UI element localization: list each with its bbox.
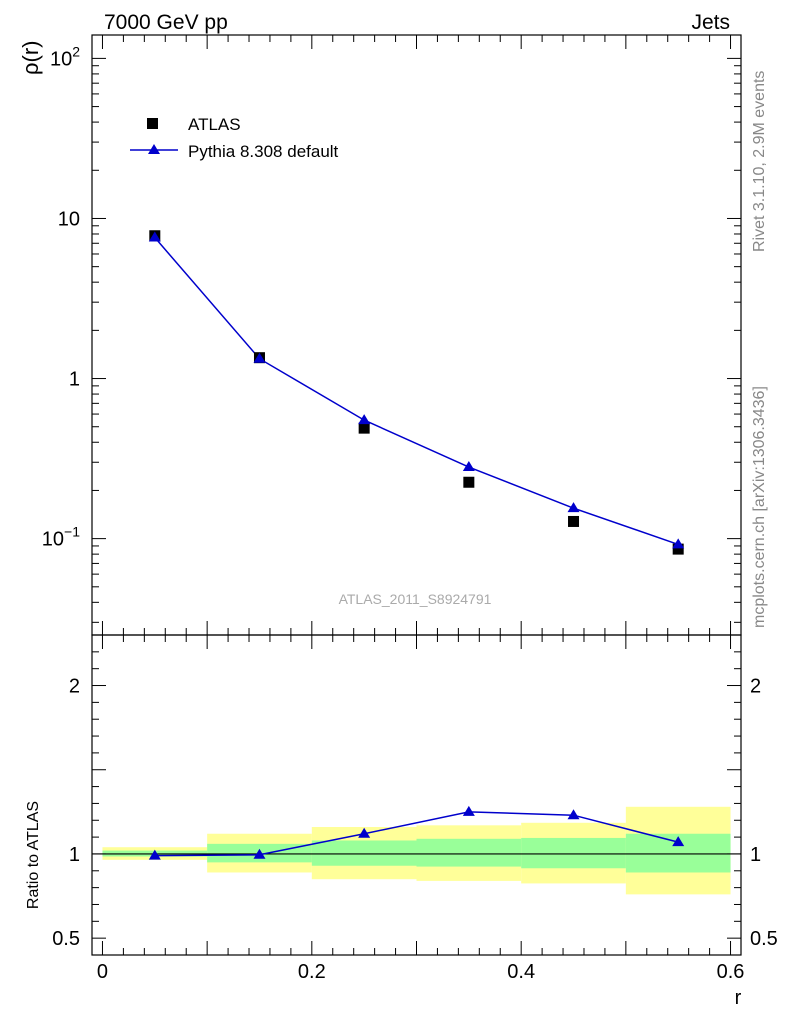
mcplots-label: mcplots.cern.ch [arXiv:1306.3436] bbox=[751, 386, 768, 628]
legend-mc-marker bbox=[148, 144, 160, 154]
ratio-y-tick-label-left: 0.5 bbox=[52, 928, 80, 950]
ratio-uncertainty-bands bbox=[92, 806, 741, 895]
inner-uncertainty-band bbox=[311, 840, 417, 866]
main-y-tick-label: 10 bbox=[58, 208, 80, 230]
mc-point bbox=[567, 502, 580, 513]
ratio-mc-point bbox=[148, 849, 161, 860]
ratio-axis-ticks bbox=[92, 634, 741, 956]
main-y-tick-labels: 10−1 1 10 102 bbox=[42, 43, 80, 550]
mc-point bbox=[148, 231, 161, 242]
data-point bbox=[358, 422, 370, 434]
main-y-tick-label: 1 bbox=[69, 369, 80, 391]
analysis-watermark: ATLAS_2011_S8924791 bbox=[339, 591, 492, 607]
legend: ATLAS Pythia 8.308 default bbox=[130, 115, 339, 161]
ratio-y-axis-label: Ratio to ATLAS bbox=[25, 801, 42, 909]
inner-uncertainty-band bbox=[521, 837, 626, 869]
ratio-mc-point bbox=[567, 809, 580, 820]
mc-point bbox=[672, 538, 685, 549]
ratio-frame-border bbox=[91, 634, 742, 956]
mc-point bbox=[462, 461, 475, 472]
inner-uncertainty-band bbox=[416, 838, 522, 867]
x-tick-label: 0.4 bbox=[507, 961, 535, 983]
energy-label: 7000 GeV pp bbox=[104, 11, 228, 34]
ratio-y-tick-label-right: 2 bbox=[750, 676, 761, 698]
ratio-mc-point bbox=[253, 848, 266, 859]
ratio-plot-frame bbox=[91, 634, 742, 956]
main-axis-ticks bbox=[92, 35, 741, 635]
ratio-y-tick-label-left: 1 bbox=[69, 844, 80, 866]
ratio-mc-point bbox=[672, 836, 685, 847]
x-tick-label: 0 bbox=[97, 961, 108, 983]
main-y-axis-label: ρ(r) bbox=[18, 41, 43, 76]
mc-point bbox=[358, 414, 371, 425]
main-series-layer bbox=[148, 230, 685, 555]
main-y-tick-label: 102 bbox=[50, 43, 80, 70]
ratio-series-layer bbox=[148, 805, 685, 860]
ratio-mc-point bbox=[358, 827, 371, 838]
ratio-y-tick-label-right: 0.5 bbox=[750, 928, 778, 950]
data-point bbox=[568, 515, 580, 527]
legend-data-marker bbox=[147, 118, 158, 129]
data-point bbox=[672, 543, 684, 555]
x-tick-label: 0.6 bbox=[717, 961, 745, 983]
mc-point bbox=[253, 352, 266, 363]
ratio-mc-point bbox=[462, 805, 475, 816]
ratio-y-tick-label-left: 2 bbox=[69, 676, 80, 698]
mc-line bbox=[154, 237, 679, 546]
x-tick-label: 0.2 bbox=[298, 961, 326, 983]
legend-mc-label: Pythia 8.308 default bbox=[188, 142, 339, 161]
ratio-y-tick-label-right: 1 bbox=[750, 844, 761, 866]
main-y-tick-label: 10−1 bbox=[42, 524, 80, 551]
ratio-mc-line bbox=[154, 811, 679, 857]
data-point bbox=[463, 476, 475, 488]
legend-data-label: ATLAS bbox=[188, 115, 241, 134]
rivet-version-label: Rivet 3.1.10, 2.9M events bbox=[751, 71, 768, 252]
x-axis-label: r bbox=[735, 987, 742, 1009]
process-label: Jets bbox=[691, 11, 730, 34]
ratio-tick-labels: 0.5 0.5 1 1 2 2 0 0.2 0.4 0.6 bbox=[52, 676, 778, 983]
